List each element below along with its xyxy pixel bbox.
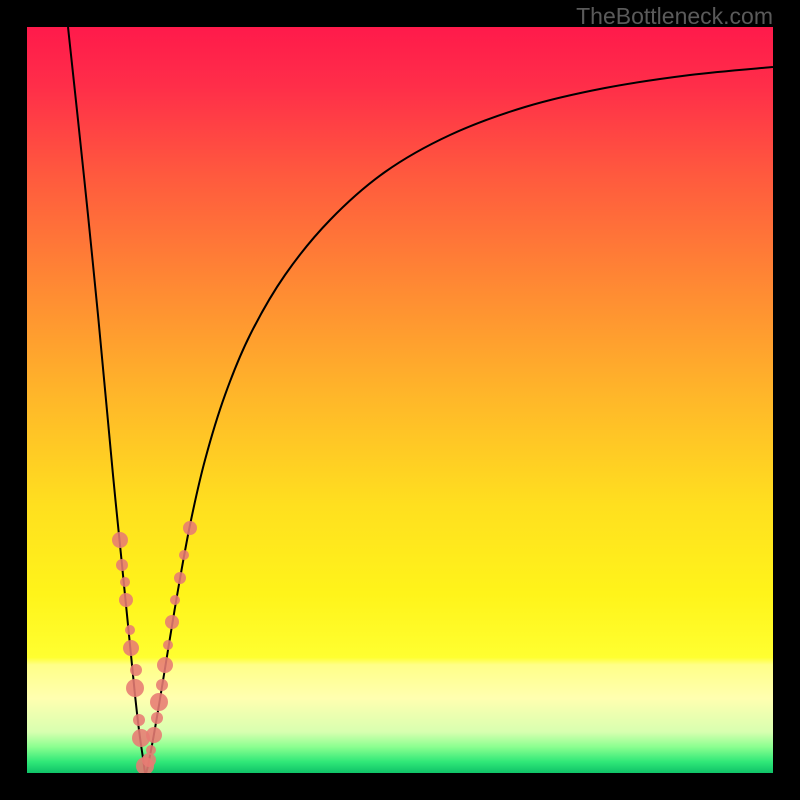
data-marker (163, 640, 173, 650)
data-marker (174, 572, 186, 584)
data-marker (119, 593, 133, 607)
data-marker (151, 712, 163, 724)
data-marker (123, 640, 139, 656)
data-marker (146, 727, 162, 743)
data-marker (157, 657, 173, 673)
bottleneck-chart (0, 0, 800, 800)
data-marker (120, 577, 130, 587)
gradient-background (27, 27, 773, 773)
data-marker (116, 559, 128, 571)
frame-left (0, 0, 27, 800)
watermark-text: TheBottleneck.com (576, 3, 773, 30)
data-marker (133, 714, 145, 726)
data-marker (165, 615, 179, 629)
data-marker (112, 532, 128, 548)
frame-bottom (0, 773, 800, 800)
data-marker (156, 679, 168, 691)
data-marker (183, 521, 197, 535)
data-marker (170, 595, 180, 605)
frame-right (773, 0, 800, 800)
data-marker (150, 693, 168, 711)
data-marker (179, 550, 189, 560)
data-marker (126, 679, 144, 697)
data-marker (142, 753, 156, 767)
data-marker (125, 625, 135, 635)
chart-root: TheBottleneck.com (0, 0, 800, 800)
data-marker (146, 745, 156, 755)
data-marker (130, 664, 142, 676)
